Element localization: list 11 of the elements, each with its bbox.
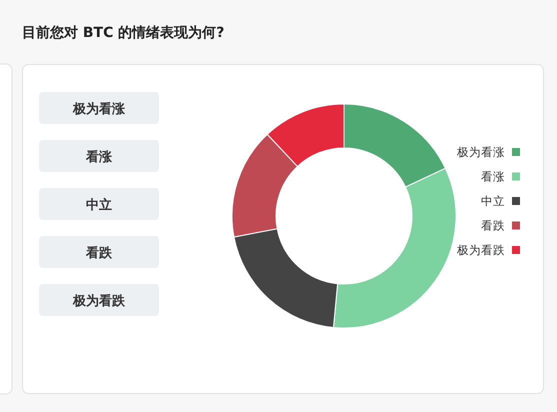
category-label: 看跌 [86,246,112,261]
legend-label: 看跌 [481,218,505,232]
legend-label: 看涨 [481,170,505,184]
chart-title: 目前您对 BTC 的情绪表现为何? [22,25,224,41]
category-label: 中立 [86,198,112,213]
legend-label: 中立 [481,194,505,208]
category-label: 极为看涨 [73,102,125,117]
legend-label: 极为看跌 [456,243,505,257]
category-label: 看涨 [86,150,112,165]
category-label: 极为看跌 [73,294,125,309]
legend-label: 极为看涨 [456,145,505,159]
